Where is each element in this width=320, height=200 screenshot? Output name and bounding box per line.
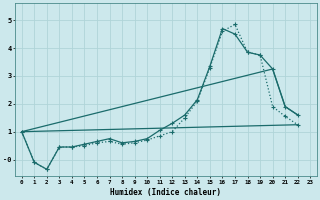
X-axis label: Humidex (Indice chaleur): Humidex (Indice chaleur) bbox=[110, 188, 221, 197]
